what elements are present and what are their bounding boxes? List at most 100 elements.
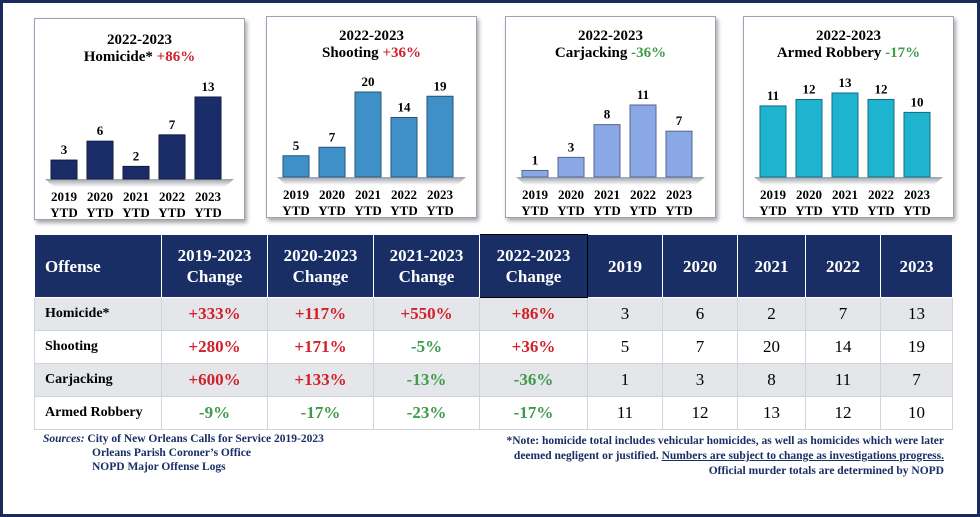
change-cell: +36% — [479, 330, 588, 364]
x-tick-label: YTD — [903, 203, 930, 217]
shooting-chart-card: 2022-2023 Shooting +36% 5 2019 YTD 7 2020 YTD… — [266, 16, 477, 218]
x-tick-label: 2022 — [159, 189, 185, 204]
change-cell: +171% — [267, 330, 374, 364]
year-count-cell: 13 — [880, 297, 953, 331]
x-tick-label: YTD — [194, 205, 221, 219]
year-count-cell: 3 — [662, 363, 738, 397]
change-cell: +133% — [267, 363, 374, 397]
bar — [759, 105, 787, 178]
bar — [122, 165, 150, 180]
x-tick-label: 2022 — [630, 187, 656, 202]
x-tick-label: YTD — [557, 203, 584, 217]
homicide-chart-card: 2022-2023 Homicide* +86% 3 2019 YTD 6 2020 YT… — [34, 18, 245, 220]
x-tick-label: YTD — [426, 203, 453, 217]
bar-value-label: 10 — [911, 94, 924, 109]
year-count-cell: 11 — [805, 363, 881, 397]
x-tick-label: 2023 — [904, 187, 931, 202]
x-tick-label: 2020 — [796, 187, 822, 202]
bar — [86, 140, 114, 180]
year-count-cell: 7 — [662, 330, 738, 364]
bar-value-label: 7 — [676, 113, 683, 128]
x-tick-label: 2019 — [760, 187, 787, 202]
source-line: Orleans Parish Coroner’s Office — [92, 447, 251, 459]
bar — [318, 146, 346, 178]
change-cell: +280% — [161, 330, 268, 364]
year-count-cell: 7 — [880, 363, 953, 397]
sources-label: Sources: — [43, 433, 85, 445]
bar — [557, 156, 585, 178]
table-row: Homicide* +333% +117% +550% +86% 3 6 2 7… — [34, 297, 953, 331]
chart-floor — [516, 177, 705, 185]
year-count-cell: 6 — [662, 297, 738, 331]
chart-floor — [45, 179, 234, 187]
bar-value-label: 5 — [293, 138, 300, 153]
bar-value-label: 2 — [133, 148, 140, 163]
table-row: Shooting +280% +171% -5% +36% 5 7 20 14 … — [34, 330, 953, 364]
change-cell: -17% — [267, 396, 374, 430]
header-cell: Offense — [34, 234, 162, 298]
x-tick-label: YTD — [629, 203, 656, 217]
bar-value-label: 3 — [61, 142, 68, 157]
carjacking-bar-chart: 12019YTD32020YTD82021YTD112022YTD72023YT… — [516, 87, 705, 217]
chart-title-change: +86% — [156, 49, 196, 65]
bar-value-label: 1 — [532, 152, 539, 167]
header-cell: 2022-2023 Change — [479, 234, 588, 298]
change-cell: +550% — [373, 297, 480, 331]
x-tick-label: YTD — [593, 203, 620, 217]
offense-cell: Carjacking — [34, 363, 162, 397]
change-cell: -13% — [373, 363, 480, 397]
x-tick-label: 2021 — [594, 187, 620, 202]
bar-value-label: 6 — [97, 123, 104, 138]
offense-cell: Armed Robbery — [34, 396, 162, 430]
x-tick-label: YTD — [759, 203, 786, 217]
offense-cell: Shooting — [34, 330, 162, 364]
bar-value-label: 13 — [202, 79, 216, 94]
carjacking-chart-card: 2022-2023 Carjacking -36% 1 2019 YTD 3 2020 Y… — [505, 16, 716, 218]
change-cell: +600% — [161, 363, 268, 397]
chart-title-name: Armed Robbery — [776, 45, 882, 61]
chart-title: 2022-2023 Armed Robbery -17% — [744, 28, 953, 62]
chart-title-name: Carjacking — [554, 45, 628, 61]
chart-title-name: Shooting — [321, 45, 379, 61]
year-count-cell: 13 — [737, 396, 806, 430]
header-cell: 2022 — [805, 234, 881, 298]
year-count-cell: 12 — [805, 396, 881, 430]
shooting-bar-chart: 52019YTD72020YTD202021YTD142022YTD192023… — [277, 74, 466, 217]
year-count-cell: 8 — [737, 363, 806, 397]
armed-robbery-bar-chart: 112019YTD122020YTD132021YTD122022YTD1020… — [754, 75, 943, 217]
year-count-cell: 2 — [737, 297, 806, 331]
bar-value-label: 20 — [362, 74, 375, 89]
change-cell: -17% — [479, 396, 588, 430]
chart-floor — [277, 177, 466, 185]
x-tick-label: 2021 — [832, 187, 858, 202]
chart-title-change: -17% — [885, 45, 921, 61]
change-cell: +86% — [479, 297, 588, 331]
year-count-cell: 10 — [880, 396, 953, 430]
header-cell: 2019 — [587, 234, 663, 298]
year-count-cell: 19 — [880, 330, 953, 364]
change-cell: -36% — [479, 363, 588, 397]
x-tick-label: YTD — [665, 203, 692, 217]
year-count-cell: 20 — [737, 330, 806, 364]
header-cell: 2021-2023 Change — [373, 234, 480, 298]
homicide-bar-chart: 32019YTD62020YTD22021YTD72022YTD132023YT… — [45, 79, 234, 219]
chart-title-change: +36% — [382, 45, 421, 61]
x-tick-label: YTD — [282, 203, 309, 217]
x-tick-label: 2023 — [666, 187, 693, 202]
chart-title: 2022-2023 Shooting +36% — [267, 28, 476, 62]
x-tick-label: YTD — [795, 203, 822, 217]
header-cell: 2021 — [737, 234, 806, 298]
bar-value-label: 12 — [875, 81, 888, 96]
change-cell: -5% — [373, 330, 480, 364]
header-cell: 2019-2023 Change — [161, 234, 268, 298]
year-count-cell: 3 — [587, 297, 663, 331]
bar — [426, 95, 454, 178]
x-tick-label: YTD — [50, 205, 77, 219]
bar-value-label: 11 — [767, 88, 779, 103]
chart-title-period: 2022-2023 — [816, 28, 881, 44]
year-count-cell: 1 — [587, 363, 663, 397]
year-count-cell: 7 — [805, 297, 881, 331]
bar-value-label: 8 — [604, 107, 611, 122]
footnote-text: *Note: homicide total includes vehicular… — [506, 435, 945, 462]
